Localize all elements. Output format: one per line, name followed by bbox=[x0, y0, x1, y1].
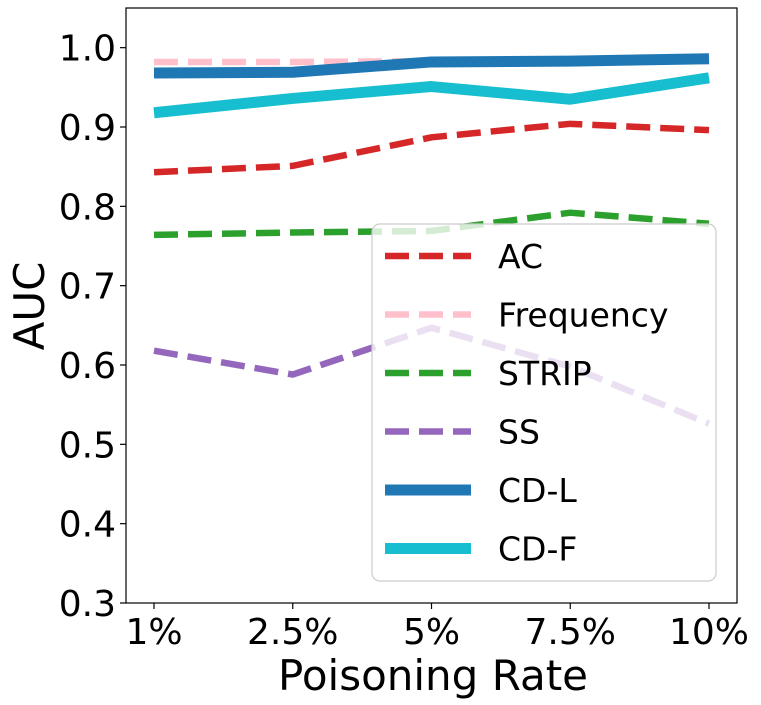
data-point-cd-l bbox=[431, 61, 432, 62]
y-tick-label: 0.5 bbox=[59, 425, 116, 466]
legend-label-frequency: Frequency bbox=[498, 296, 668, 335]
data-point-strip bbox=[292, 232, 293, 233]
data-point-cd-f bbox=[154, 112, 155, 113]
legend: AC Frequency STRIP SS CD-L CD-F bbox=[371, 223, 717, 582]
data-point-cd-f bbox=[709, 77, 710, 78]
legend-box bbox=[371, 223, 717, 582]
x-tick-label: 10% bbox=[669, 612, 749, 653]
x-tick-label: 1% bbox=[125, 612, 182, 653]
legend-label-cd-l: CD-L bbox=[498, 471, 577, 510]
data-point-cd-f bbox=[292, 98, 293, 99]
data-point-ac bbox=[154, 172, 155, 173]
data-point-ss bbox=[292, 374, 293, 375]
x-tick-label: 2.5% bbox=[247, 612, 338, 653]
legend-label-ac: AC bbox=[498, 237, 543, 276]
legend-label-cd-f: CD-F bbox=[498, 530, 577, 569]
x-axis: 1% 2.5% 5% 7.5% 10% bbox=[125, 603, 749, 653]
data-point-frequency bbox=[154, 61, 155, 62]
data-point-ac bbox=[570, 123, 571, 124]
data-point-cd-l bbox=[292, 72, 293, 73]
y-tick-label: 0.8 bbox=[59, 187, 116, 228]
y-tick-label: 0.4 bbox=[59, 505, 116, 546]
y-tick-label: 0.7 bbox=[59, 267, 116, 308]
data-point-cd-l bbox=[570, 61, 571, 62]
data-point-ac bbox=[292, 165, 293, 166]
y-tick-label: 0.6 bbox=[59, 346, 116, 387]
y-tick-label: 0.9 bbox=[59, 108, 116, 149]
y-tick-label: 0.3 bbox=[59, 584, 116, 625]
data-point-cd-l bbox=[154, 73, 155, 74]
data-point-cd-l bbox=[709, 58, 710, 59]
y-axis-title: AUC bbox=[5, 262, 54, 351]
data-point-cd-f bbox=[431, 86, 432, 87]
legend-label-strip: STRIP bbox=[498, 354, 592, 393]
series-line-cd-f bbox=[153, 72, 710, 119]
data-point-strip bbox=[570, 212, 571, 213]
data-point-ac bbox=[709, 130, 710, 131]
x-tick-label: 7.5% bbox=[525, 612, 616, 653]
data-point-strip bbox=[154, 234, 155, 235]
series-line-cd-l bbox=[153, 53, 710, 79]
series-line-ac bbox=[153, 120, 710, 176]
data-point-ss bbox=[154, 350, 155, 351]
data-point-cd-f bbox=[570, 99, 571, 100]
x-tick-label: 5% bbox=[403, 612, 460, 653]
data-point-frequency bbox=[292, 61, 293, 62]
x-axis-title: Poisoning Rate bbox=[278, 651, 588, 700]
y-tick-label: 1.0 bbox=[59, 29, 116, 70]
data-point-ac bbox=[431, 137, 432, 138]
legend-label-ss: SS bbox=[498, 413, 540, 452]
y-axis: 0.3 0.4 0.5 0.6 0.7 0.8 0.9 1.0 bbox=[59, 29, 126, 625]
